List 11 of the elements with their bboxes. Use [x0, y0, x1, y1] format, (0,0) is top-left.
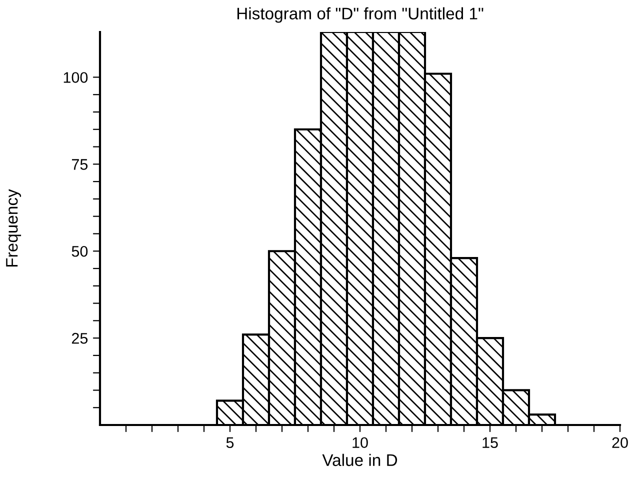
y-tick-label: 100 [64, 72, 88, 83]
chart-title: Histogram of "D" from "Untitled 1" [237, 7, 484, 23]
x-tick-label: 20 [612, 437, 628, 448]
y-axis-title: Frequency [6, 189, 22, 266]
y-tick-label: 50 [72, 246, 88, 257]
y-tick-label: 75 [72, 159, 88, 170]
x-tick-label: 5 [226, 437, 234, 448]
x-tick-label: 15 [482, 437, 498, 448]
y-tick-label: 25 [72, 332, 88, 344]
x-axis-title: Value in D [322, 454, 398, 466]
x-tick-label: 10 [352, 437, 368, 448]
